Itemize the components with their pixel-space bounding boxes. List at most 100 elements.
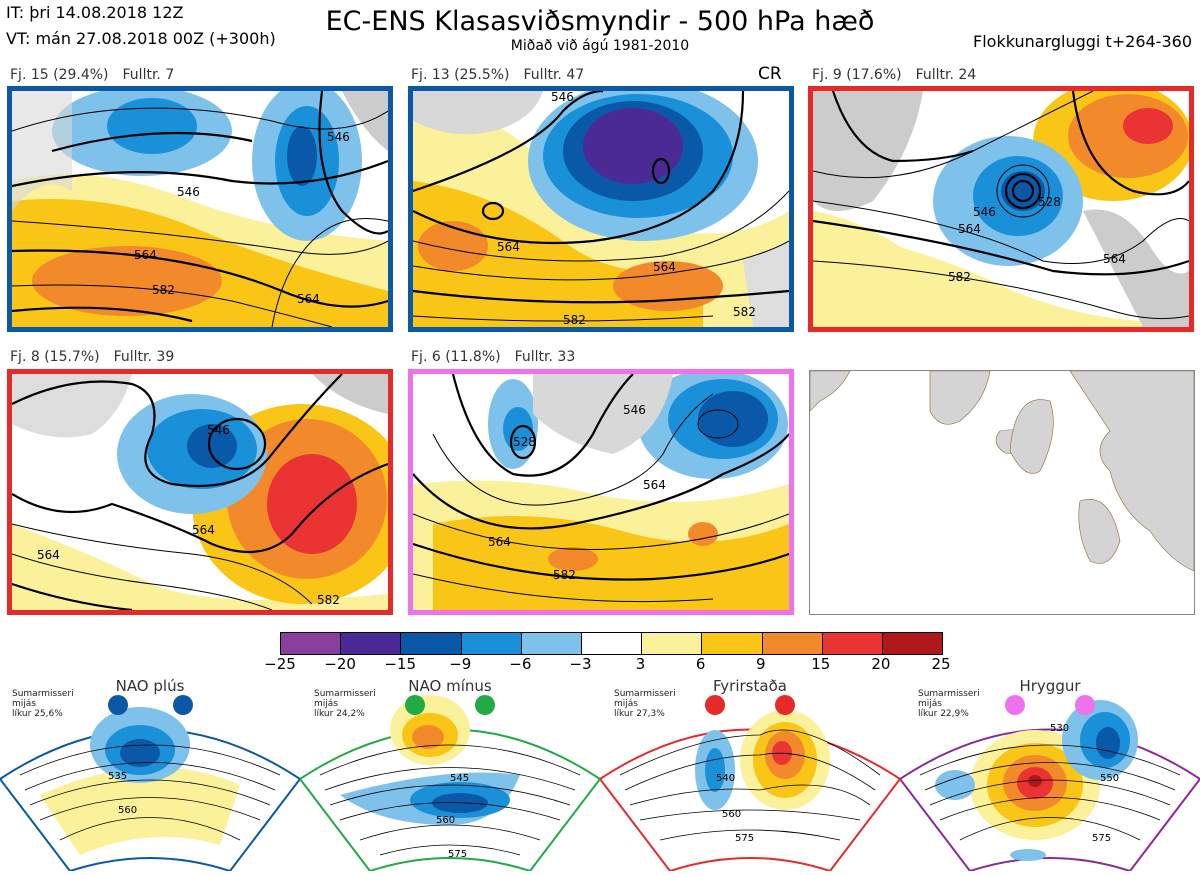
cluster-label: Fj. 15 (29.4%) <box>10 67 109 83</box>
page-title: EC-ENS Klasasviðsmyndir - 500 hPa hæð <box>325 6 875 37</box>
contour-label: 582 <box>317 593 340 607</box>
regime-blocking: 540 560 575 Fyrirstaða Sumarmisseri mijás… <box>598 675 902 873</box>
contour-label: 560 <box>118 805 137 816</box>
classification-window: Flokkunargluggi t+264-360 <box>973 32 1192 51</box>
contour-label: 564 <box>653 260 676 274</box>
colorbar-tick-label: 25 <box>931 655 951 673</box>
contour-label: 545 <box>450 773 469 784</box>
colorbar-tick-label: 20 <box>871 655 891 673</box>
contour-label: 560 <box>436 815 455 826</box>
colorbar-swatch <box>461 633 522 654</box>
height-contours <box>12 374 388 610</box>
cluster-map-5: 546 528 564 564 582 <box>408 369 794 615</box>
members-label: Fulltr. 7 <box>122 67 175 83</box>
regime-title: Fyrirstaða <box>713 677 787 695</box>
cluster-map-3: 546 528 564 582 564 <box>808 86 1194 332</box>
members-label: Fulltr. 47 <box>523 67 585 83</box>
regime-title: NAO mínus <box>408 677 492 695</box>
regime-nao-minus: 545 560 575 NAO mínus Sumarmisseri mijás l… <box>298 675 602 873</box>
colorbar-swatch <box>341 633 402 654</box>
page-subtitle: Miðað við ágú 1981-2010 <box>510 38 690 54</box>
anomaly-shading <box>12 91 388 327</box>
colorbar-tick-label: −25 <box>264 655 296 673</box>
contour-label: 582 <box>553 568 576 582</box>
cluster-map-2: 546 564 564 582 582 <box>408 86 794 332</box>
regime-nao-plus: 535 560 NAO plús Sumarmisseri mijás líkur … <box>0 675 302 873</box>
contour-label: 546 <box>973 205 996 219</box>
panel-5-caption: Fj. 6 (11.8%) Fulltr. 33 <box>411 349 575 365</box>
height-contours <box>813 91 1189 320</box>
panel-1-caption: Fj. 15 (29.4%) Fulltr. 7 <box>10 67 174 83</box>
contour-label: 564 <box>958 222 981 236</box>
contour-label: 528 <box>513 435 536 449</box>
contour-label: 564 <box>488 535 511 549</box>
contour-label: 575 <box>448 849 467 860</box>
contour-label: 564 <box>1103 252 1126 266</box>
regime-note: Sumarmisseri mijás líkur 22,9% <box>918 689 980 719</box>
colorbar-swatch <box>521 633 582 654</box>
contour-label: 575 <box>735 833 754 844</box>
regime-ridge: 530 550 575 Hryggur Sumarmisseri mijás lík… <box>898 675 1200 873</box>
height-contours <box>12 91 388 327</box>
contour-label: 540 <box>716 773 735 784</box>
cluster-map-4: 546 564 564 582 <box>7 369 393 615</box>
colorbar-tick-label: −15 <box>384 655 416 673</box>
contour-label: 582 <box>152 283 175 297</box>
panel-3-caption: Fj. 9 (17.6%) Fulltr. 24 <box>812 67 976 83</box>
contour-label: 546 <box>207 423 230 437</box>
contour-label: 582 <box>733 305 756 319</box>
contour-label: 582 <box>948 270 971 284</box>
contour-label: 546 <box>623 403 646 417</box>
colorbar-swatch <box>401 633 462 654</box>
anomaly-shading <box>12 374 388 610</box>
regime-title: Hryggur <box>1019 677 1081 695</box>
regime-note: Sumarmisseri mijás líkur 27,3% <box>614 689 676 719</box>
cr-tag: CR <box>758 64 782 84</box>
regime-title: NAO plús <box>115 677 185 695</box>
height-contours <box>413 91 789 322</box>
colorbar-tick-label: −9 <box>449 655 472 673</box>
anomaly-shading <box>413 374 789 610</box>
colorbar-swatch <box>882 633 943 654</box>
contour-label: 550 <box>1100 773 1119 784</box>
cluster-label: Fj. 8 (15.7%) <box>10 349 100 365</box>
empty-map <box>809 370 1195 615</box>
contour-label: 564 <box>497 240 520 254</box>
members-label: Fulltr. 24 <box>915 67 977 83</box>
colorbar-swatch <box>281 633 342 654</box>
colorbar <box>280 632 943 655</box>
cluster-label: Fj. 6 (11.8%) <box>411 349 501 365</box>
contour-label: 564 <box>192 523 215 537</box>
panel-4-caption: Fj. 8 (15.7%) Fulltr. 39 <box>10 349 174 365</box>
colorbar-tick-label: −20 <box>324 655 356 673</box>
colorbar-swatch <box>702 633 763 654</box>
contour-label: 564 <box>297 292 320 306</box>
colorbar-tick-label: −3 <box>569 655 592 673</box>
contour-label: 530 <box>1050 723 1069 734</box>
colorbar-tick-label: 9 <box>755 655 766 673</box>
contour-label: 546 <box>327 130 350 144</box>
contour-label: 564 <box>643 478 666 492</box>
colorbar-tick-label: 6 <box>695 655 706 673</box>
colorbar-swatch <box>762 633 823 654</box>
contour-label: 564 <box>134 248 157 262</box>
colorbar-swatch <box>822 633 883 654</box>
colorbar-tick-label: −6 <box>509 655 532 673</box>
anomaly-shading <box>413 91 789 327</box>
members-label: Fulltr. 39 <box>113 349 175 365</box>
contour-label: 535 <box>108 771 127 782</box>
anomaly-shading <box>813 91 1189 327</box>
contour-label: 582 <box>563 313 586 327</box>
contour-label: 564 <box>37 548 60 562</box>
colorbar-tick-label: 3 <box>635 655 646 673</box>
contour-label: 528 <box>1038 195 1061 209</box>
members-label: Fulltr. 33 <box>514 349 576 365</box>
contour-label: 546 <box>177 185 200 199</box>
cluster-map-1: 546 546 564 582 564 <box>7 86 393 332</box>
regime-note: Sumarmisseri mijás líkur 25,6% <box>12 689 74 719</box>
regime-note: Sumarmisseri mijás líkur 24,2% <box>314 689 376 719</box>
cluster-label: Fj. 13 (25.5%) <box>411 67 510 83</box>
colorbar-tick-label: 15 <box>811 655 831 673</box>
initial-time: IT: þri 14.08.2018 12Z <box>6 3 184 22</box>
cluster-label: Fj. 9 (17.6%) <box>812 67 902 83</box>
